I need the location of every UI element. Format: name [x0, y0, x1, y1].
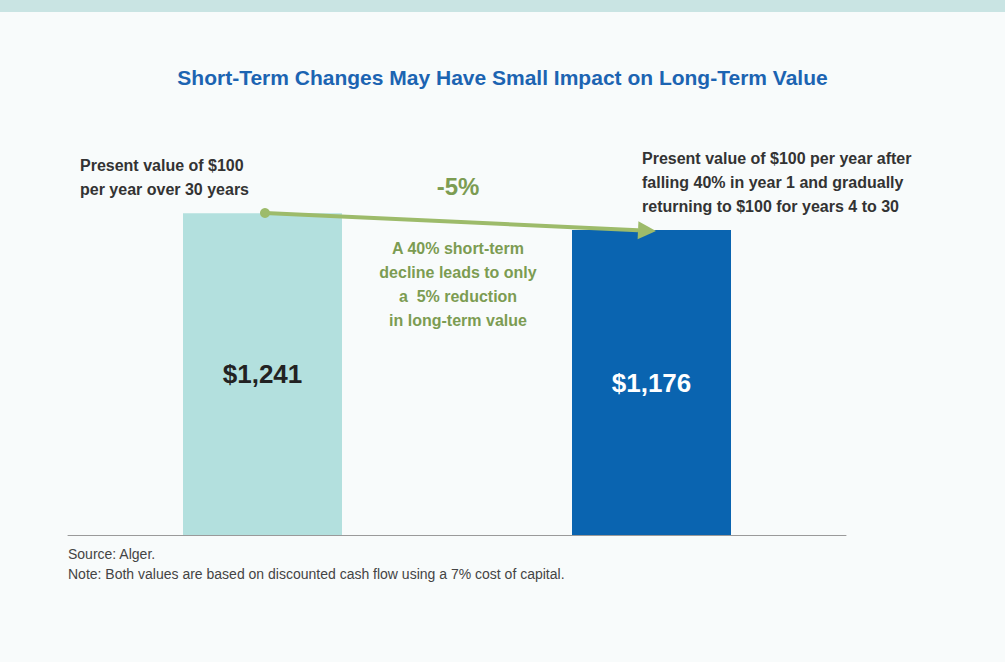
svg-text:a 5% reduction: a 5% reduction — [399, 288, 517, 305]
svg-text:Present value of $100 per year: Present value of $100 per year after — [642, 150, 911, 167]
svg-text:falling 40% in year 1 and grad: falling 40% in year 1 and gradually — [642, 174, 904, 191]
svg-text:decline leads to only: decline leads to only — [379, 264, 536, 281]
svg-text:-5%: -5% — [437, 173, 480, 200]
svg-text:Present value of $100: Present value of $100 — [80, 157, 244, 174]
svg-text:in long-term value: in long-term value — [389, 312, 527, 329]
svg-text:Short-Term Changes May Have Sm: Short-Term Changes May Have Small Impact… — [177, 66, 827, 89]
svg-text:$1,176: $1,176 — [612, 368, 692, 398]
svg-text:$1,241: $1,241 — [223, 359, 303, 389]
svg-text:Note: Both values are based on: Note: Both values are based on discounte… — [68, 566, 565, 582]
svg-text:Source: Alger.: Source: Alger. — [68, 546, 155, 562]
svg-text:per year over 30 years: per year over 30 years — [80, 181, 249, 198]
svg-text:A 40% short-term: A 40% short-term — [392, 240, 524, 257]
svg-text:returning to $100 for years 4: returning to $100 for years 4 to 30 — [642, 198, 899, 215]
